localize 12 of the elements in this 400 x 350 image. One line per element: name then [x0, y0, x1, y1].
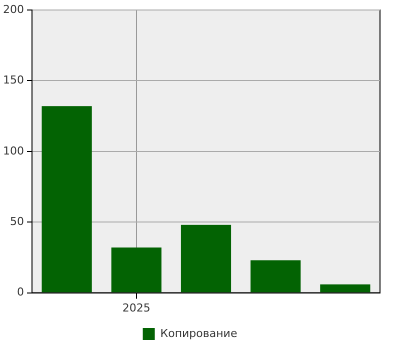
y-tick-label: 200 [2, 2, 24, 16]
bar [320, 284, 370, 292]
bar [111, 248, 162, 292]
legend-label: Копирование [160, 326, 238, 340]
bar [180, 224, 232, 292]
bar [250, 260, 301, 292]
bar [42, 106, 92, 292]
y-tick-label: 150 [2, 74, 24, 87]
y-tick-label: 0 [16, 286, 24, 299]
y-tick-label: 100 [2, 144, 24, 158]
y-tick-label: 50 [10, 214, 24, 228]
x-tick-label: 2025 [122, 301, 150, 314]
